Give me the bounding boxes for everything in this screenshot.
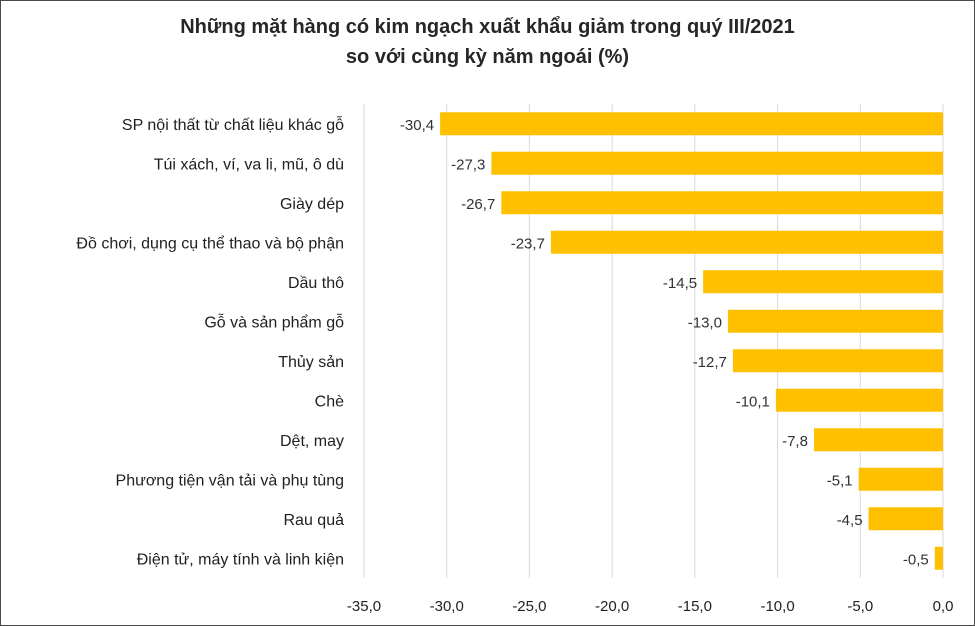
bar [813, 428, 943, 452]
bar [934, 546, 943, 570]
gridlines [363, 104, 944, 578]
value-label: -12,7 [693, 354, 727, 371]
chart-title: Những mặt hàng có kim ngạch xuất khẩu gi… [0, 12, 975, 72]
category-label: Rau quả [284, 512, 345, 529]
bar [491, 151, 943, 175]
category-label: Điện tử, máy tính và linh kiện [137, 551, 344, 568]
value-label: -14,5 [663, 275, 697, 292]
value-label: -30,4 [400, 117, 434, 134]
value-label: -4,5 [837, 512, 863, 529]
bar [703, 270, 943, 294]
value-label: -0,5 [903, 551, 929, 568]
value-label: -7,8 [782, 433, 808, 450]
x-tick-label: -15,0 [678, 598, 712, 615]
x-tick-label: -35,0 [347, 598, 381, 615]
bar [440, 112, 943, 136]
category-label: Chè [315, 393, 344, 410]
x-tick-label: -25,0 [512, 598, 546, 615]
bar [550, 230, 943, 254]
bar [775, 388, 943, 412]
chart-subtitle-line: so với cùng kỳ năm ngoái (%) [345, 46, 630, 68]
value-label: -23,7 [511, 235, 545, 252]
value-label: -26,7 [461, 196, 495, 213]
category-label: Dầu thô [288, 275, 344, 292]
labels: -35,0 -30,0 -25,0 -20,0 -15,0 -10,0 -5,0 0,0 SP … [76, 115, 953, 615]
category-label: Gỗ và sản phẩm gỗ [204, 312, 344, 331]
value-label: -10,1 [736, 393, 770, 410]
category-label: Giày dép [280, 196, 344, 213]
bar [501, 191, 943, 215]
category-label: Đồ chơi, dụng cụ thể thao và bộ phận [76, 234, 344, 252]
category-label: Phương tiện vận tải và phụ tùng [116, 472, 344, 489]
bar [732, 349, 943, 373]
x-tick-label: 0,0 [933, 598, 954, 615]
x-tick-label: -30,0 [430, 598, 464, 615]
bar [858, 467, 943, 491]
x-tick-label: -20,0 [595, 598, 629, 615]
x-tick-label: -5,0 [847, 598, 873, 615]
value-label: -27,3 [451, 156, 485, 173]
value-label: -13,0 [688, 314, 722, 331]
x-tick-label: -10,0 [760, 598, 794, 615]
category-label: Dệt, may [280, 433, 344, 450]
bar [868, 507, 943, 531]
value-label: -5,1 [827, 472, 853, 489]
category-label: SP nội thất từ chất liệu khác gỗ [122, 115, 344, 134]
chart-title-line: Những mặt hàng có kim ngạch xuất khẩu gi… [180, 16, 795, 38]
category-label: Thủy sản [278, 354, 344, 371]
bar [727, 309, 943, 333]
bars [440, 112, 943, 570]
category-label: Túi xách, ví, va li, mũ, ô dù [154, 156, 344, 173]
